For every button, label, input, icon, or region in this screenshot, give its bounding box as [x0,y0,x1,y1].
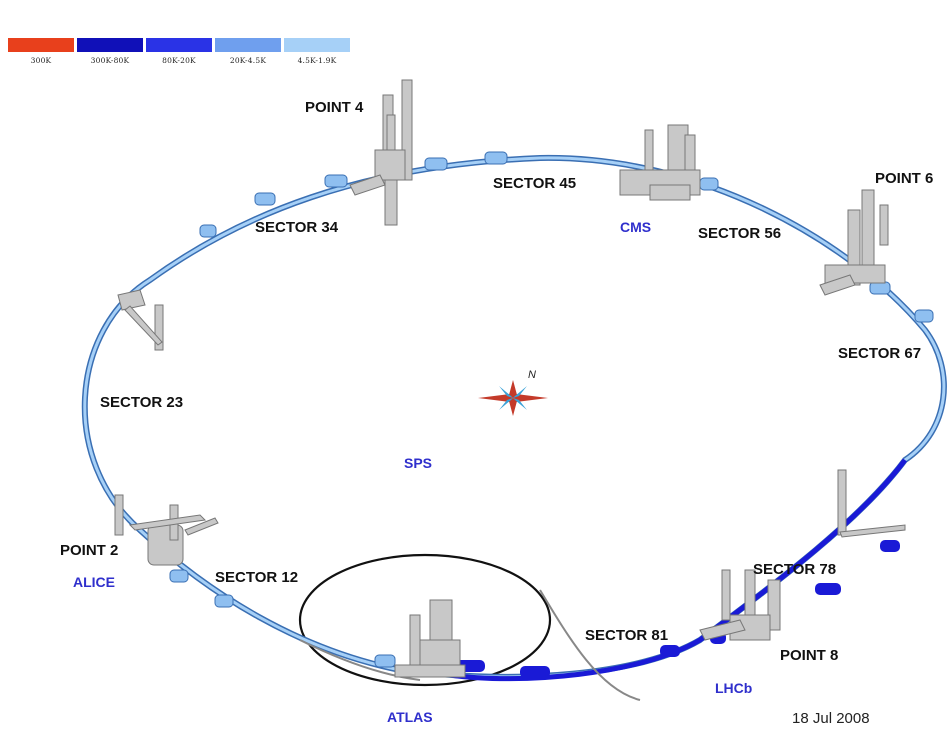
lhc-ring [81,154,947,701]
sector-56-label: SECTOR 56 [698,225,782,242]
legend-item: 4.5K-1.9K [284,38,350,65]
point-2-label: POINT 2 [60,542,119,559]
legend-item: 300K [8,38,74,65]
legend-label: 20K-4.5K [229,56,267,65]
sector-81-label: SECTOR 81 [585,627,669,644]
legend-item: 300K-80K [77,38,143,65]
legend-item: 20K-4.5K [215,38,281,65]
compass-icon [478,380,548,416]
sector-67-label: SECTOR 67 [838,345,922,362]
compass-north-label: N [528,369,536,381]
sps-label: SPS [404,455,433,471]
sector-23-label: SECTOR 23 [100,394,184,411]
point-6-structure [819,189,889,296]
point-8-label: POINT 8 [780,647,839,664]
legend-label: 300K [30,56,52,65]
atlas-structure [394,599,466,678]
sector-12-label: SECTOR 12 [215,569,299,586]
sector-45-label: SECTOR 45 [493,175,577,192]
legend-swatch [8,38,74,52]
warm-sector-81-78 [449,458,907,682]
legend-label: 4.5K-1.9K [297,56,337,65]
atlas-label: ATLAS [387,709,433,725]
legend-label: 300K-80K [90,56,130,65]
legend-swatch [284,38,350,52]
alice-label: ALICE [73,574,115,590]
point-23-structure [117,289,164,351]
cms-label: CMS [620,219,652,235]
legend-swatch [146,38,212,52]
point-6-label: POINT 6 [875,170,934,187]
lhcb-label: LHCb [715,680,753,696]
legend-label: 80K-20K [162,56,196,65]
temperature-legend: 300K 300K-80K 80K-20K 20K-4.5K 4.5K-1.9K [8,38,353,65]
point-4-structure [349,79,413,226]
legend-swatch [215,38,281,52]
legend-swatch [77,38,143,52]
point-8-structure [699,569,781,641]
sps-ring [298,553,552,687]
sector-78-structure [837,469,906,538]
point-4-label: POINT 4 [305,99,364,116]
date-label: 18 Jul 2008 [792,710,870,727]
point-2-structure [114,494,219,566]
sector-34-label: SECTOR 34 [255,219,339,236]
sector-78-label: SECTOR 78 [753,561,837,578]
cms-structure [619,124,701,201]
legend-item: 80K-20K [146,38,212,65]
